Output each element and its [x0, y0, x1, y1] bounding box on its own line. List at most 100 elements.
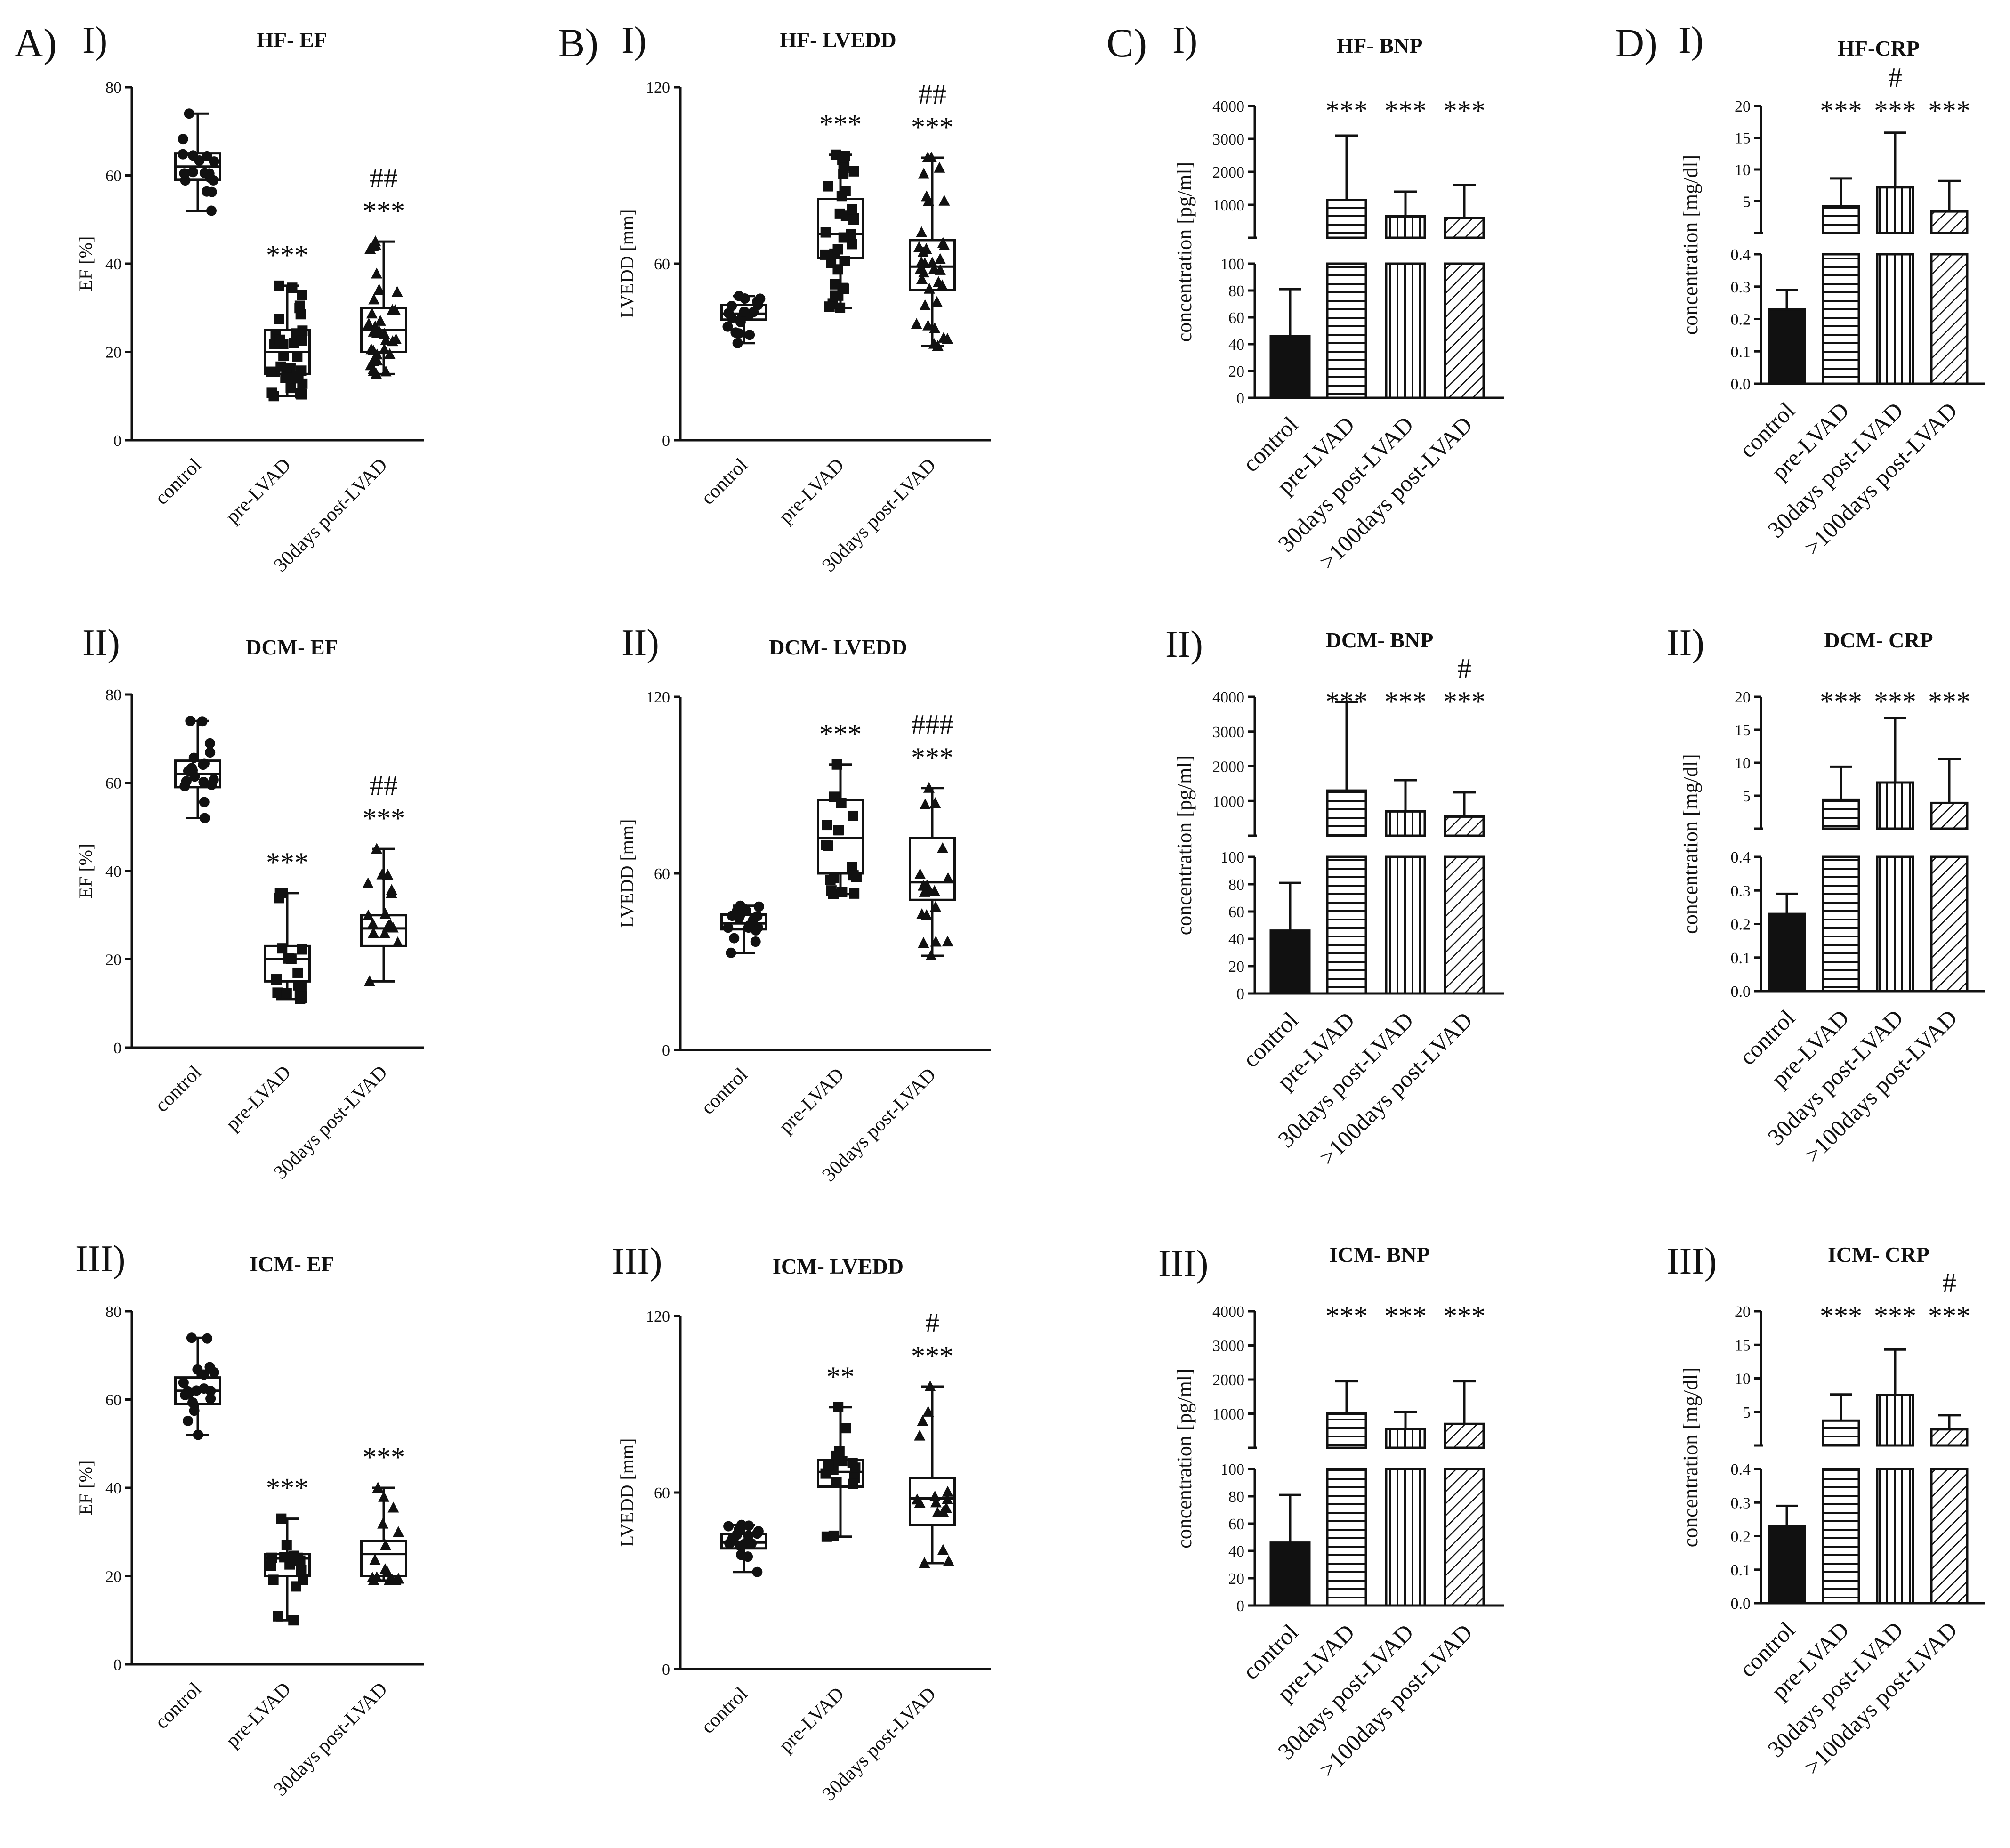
data-point	[820, 227, 831, 238]
panel-roman-numeral: I)	[82, 20, 107, 61]
data-point	[823, 1460, 834, 1471]
data-point	[922, 1405, 934, 1417]
panel-roman-numeral: III)	[75, 1238, 126, 1280]
data-point	[928, 338, 940, 349]
data-point	[824, 301, 835, 312]
bar-series-100days-post-lvad: ***	[1443, 1300, 1485, 1607]
y-tick-label: 40	[1228, 336, 1244, 354]
box-series-control	[720, 900, 767, 958]
y-tick-label: 5	[1743, 1404, 1751, 1421]
y-tick-label: 1000	[1212, 197, 1244, 214]
data-point	[188, 150, 199, 161]
y-tick-label: 0.1	[1731, 1562, 1751, 1579]
bar-upper-segment	[1444, 1422, 1485, 1449]
x-tick-label: control	[697, 1683, 752, 1738]
significance-stars: ***	[911, 742, 953, 773]
data-point	[268, 1574, 279, 1585]
y-tick-label: 60	[654, 256, 670, 273]
box-series-pre-lvad: ***	[817, 718, 864, 899]
data-point	[914, 1429, 926, 1441]
data-point	[368, 293, 380, 305]
data-point	[366, 1572, 378, 1583]
data-point	[274, 314, 284, 324]
data-point	[831, 1477, 842, 1488]
bar	[1269, 335, 1311, 399]
y-tick-label: 0.2	[1731, 916, 1751, 934]
data-point	[753, 901, 764, 912]
data-point	[392, 936, 404, 947]
chart-dcm-lvedd: II) DCM- LVEDD 0 60 120 LVEDD [mm] control *** p…	[616, 622, 991, 1186]
data-point	[837, 887, 848, 897]
data-point	[186, 1332, 197, 1343]
data-point	[927, 257, 938, 268]
data-point	[831, 759, 842, 770]
y-tick-label: 2000	[1212, 1372, 1244, 1389]
panel-letter: A)	[14, 20, 57, 65]
data-point	[943, 1555, 954, 1566]
y-tick-label: 60	[1228, 904, 1244, 921]
data-point	[386, 887, 397, 898]
data-point	[752, 911, 763, 922]
x-tick-label: control	[697, 454, 752, 509]
bar-series-pre-lvad: ***	[1820, 686, 1862, 993]
bar-upper-segment	[1930, 1428, 1969, 1447]
y-tick-label: 60	[654, 1485, 670, 1502]
data-point	[385, 921, 396, 933]
significance-stars: ***	[363, 1442, 405, 1473]
box-series-control	[720, 1519, 767, 1577]
y-tick-label: 15	[1735, 722, 1751, 739]
data-point	[178, 134, 188, 145]
data-point	[925, 950, 937, 960]
y-tick-label: 0.3	[1731, 1494, 1751, 1512]
panel-roman-numeral: I)	[622, 20, 646, 61]
chart-title: ICM- BNP	[1329, 1243, 1429, 1267]
panel-roman-numeral: I)	[1679, 20, 1703, 61]
data-point	[294, 300, 305, 311]
data-point	[847, 1457, 858, 1468]
data-point	[206, 186, 217, 197]
data-point	[942, 936, 953, 947]
data-point	[393, 1526, 404, 1537]
data-point	[942, 872, 954, 883]
y-tick-label: 20	[105, 1568, 121, 1586]
box-series-control	[174, 716, 221, 823]
data-point	[271, 974, 282, 985]
data-point	[276, 1513, 287, 1524]
x-tick-label: pre-LVAD	[222, 1679, 295, 1752]
data-point	[732, 338, 743, 348]
data-point	[292, 967, 303, 978]
data-point	[362, 877, 374, 888]
data-point	[373, 284, 385, 295]
data-point	[189, 1405, 200, 1416]
data-point	[915, 256, 927, 267]
significance-hash: #	[1942, 1267, 1956, 1299]
box-series-control	[174, 1332, 221, 1440]
bar-lower-segment	[1822, 253, 1860, 385]
data-point	[208, 775, 219, 785]
data-point	[205, 747, 216, 758]
y-tick-label: 120	[646, 1308, 670, 1325]
data-point	[198, 776, 209, 787]
data-point	[367, 918, 379, 929]
y-axis-label: concentration [pg/ml]	[1173, 162, 1196, 342]
data-point	[752, 1566, 763, 1577]
chart-title: DCM- EF	[246, 635, 338, 659]
data-point	[746, 1538, 757, 1549]
bar-upper-segment	[1822, 205, 1860, 234]
bar-upper-segment	[1444, 217, 1485, 239]
data-point	[838, 232, 849, 243]
y-tick-label: 0	[662, 1661, 670, 1679]
chart-icm-lvedd: III) ICM- LVEDD 0 60 120 LVEDD [mm] control ** p…	[612, 1241, 991, 1805]
y-tick-label: 60	[654, 865, 670, 883]
data-point	[821, 839, 831, 850]
data-point	[933, 276, 944, 287]
y-tick-label: 3000	[1212, 1338, 1244, 1355]
data-point	[274, 334, 285, 345]
data-point	[368, 325, 379, 337]
bar-lower-segment	[1876, 1468, 1914, 1605]
data-point	[199, 1383, 210, 1394]
x-tick-label: control	[151, 1679, 206, 1734]
data-point	[833, 825, 844, 836]
data-point	[735, 910, 745, 920]
panel-roman-numeral: II)	[1667, 622, 1704, 664]
